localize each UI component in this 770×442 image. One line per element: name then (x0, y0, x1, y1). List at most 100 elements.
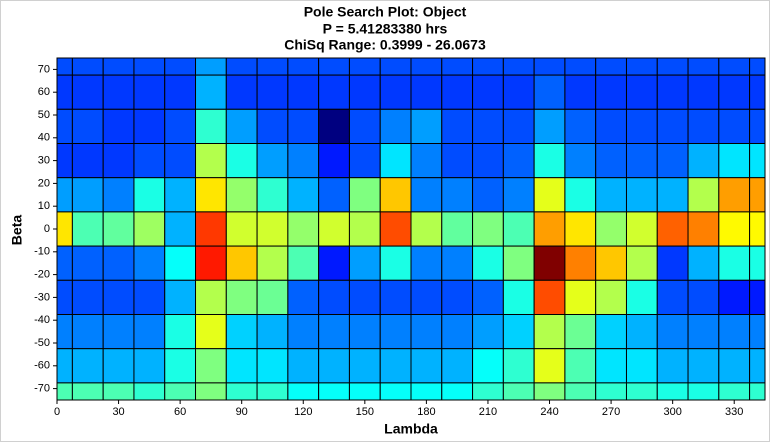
heat-cell (595, 57, 627, 76)
heat-cell (656, 108, 689, 145)
heat-cell (102, 314, 135, 350)
heat-cell (410, 382, 443, 401)
y-tick-label: -50 (34, 337, 50, 349)
heat-cell (71, 211, 104, 247)
y-tick-label: 30 (38, 155, 50, 167)
heat-cell (410, 74, 443, 110)
heat-cell (625, 177, 658, 213)
heat-cell (472, 57, 504, 76)
heat-cell (472, 382, 504, 401)
heat-cell (71, 382, 104, 401)
heat-cell (133, 211, 166, 247)
heat-cell (441, 211, 474, 247)
heat-cell (625, 57, 658, 76)
heat-cell (472, 314, 504, 350)
heat-cell (533, 211, 566, 247)
heat-cell (164, 143, 197, 179)
heat-cell (687, 57, 720, 76)
heat-cell (287, 348, 320, 384)
heat-cell (256, 382, 289, 401)
heat-cell (71, 57, 104, 76)
heat-cell (441, 314, 474, 350)
heat-cell (533, 74, 566, 110)
heat-cell (564, 177, 597, 213)
heat-cell (595, 108, 627, 145)
heat-cell (318, 177, 350, 213)
heat-cell (441, 245, 474, 281)
heat-cell (256, 211, 289, 247)
heat-cell (656, 74, 689, 110)
heat-cell (656, 279, 689, 315)
heat-cell (379, 57, 412, 76)
y-tick-label: -70 (34, 383, 50, 395)
heat-cell (625, 382, 658, 401)
heat-cell (225, 348, 258, 384)
heat-cell (564, 57, 597, 76)
heat-cell (472, 108, 504, 145)
heat-cell (164, 382, 197, 401)
heat-cell (749, 211, 766, 247)
heat-cell (225, 74, 258, 110)
heat-cell (225, 211, 258, 247)
heat-cell (410, 211, 443, 247)
heat-cell (502, 108, 535, 145)
y-tick-label: -60 (34, 360, 50, 372)
heat-cell (318, 279, 350, 315)
heat-cell (472, 245, 504, 281)
heat-cell (348, 57, 381, 76)
heat-cell (164, 314, 197, 350)
heat-cell (195, 314, 227, 350)
heat-cell (225, 382, 258, 401)
heat-cell (195, 108, 227, 145)
heat-cell (472, 348, 504, 384)
heat-cell (133, 279, 166, 315)
heat-cell (749, 348, 766, 384)
heat-cell (379, 245, 412, 281)
chart-subtitle: P = 5.41283380 hrs (323, 21, 448, 37)
heat-cell (225, 57, 258, 76)
heat-cell (625, 245, 658, 281)
heat-cell (225, 143, 258, 179)
heat-cell (656, 245, 689, 281)
heat-cell (379, 211, 412, 247)
x-tick-label: 180 (417, 406, 435, 418)
heat-cell (318, 245, 350, 281)
heat-cell (133, 382, 166, 401)
heat-cell (164, 177, 197, 213)
heat-cell (564, 279, 597, 315)
heat-cell (656, 348, 689, 384)
heat-cell (71, 314, 104, 350)
x-tick-label: 270 (602, 406, 620, 418)
heat-cell (164, 211, 197, 247)
heat-cell (687, 382, 720, 401)
heat-cell (287, 245, 320, 281)
heat-cell (256, 143, 289, 179)
y-tick-label: -20 (34, 269, 50, 281)
x-tick-label: 60 (174, 406, 186, 418)
x-tick-label: 120 (294, 406, 312, 418)
heat-cell (348, 211, 381, 247)
heat-cell (56, 143, 73, 179)
heat-cell (133, 143, 166, 179)
heat-cell (318, 108, 350, 145)
heat-cell (71, 108, 104, 145)
heat-cell (164, 57, 197, 76)
heat-cell (625, 348, 658, 384)
heat-cell (287, 279, 320, 315)
heat-cell (164, 348, 197, 384)
heat-cell (379, 143, 412, 179)
heat-cell (718, 348, 751, 384)
heat-cell (225, 245, 258, 281)
heat-cell (718, 74, 751, 110)
heat-cell (195, 211, 227, 247)
heat-cell (472, 177, 504, 213)
y-tick-label: 70 (38, 63, 50, 75)
heat-cell (256, 314, 289, 350)
heat-cell (318, 382, 350, 401)
heat-cell (287, 108, 320, 145)
x-tick-label: 30 (112, 406, 124, 418)
heat-cell (56, 314, 73, 350)
heat-cell (133, 108, 166, 145)
heat-cell (656, 382, 689, 401)
heat-cell (348, 143, 381, 179)
